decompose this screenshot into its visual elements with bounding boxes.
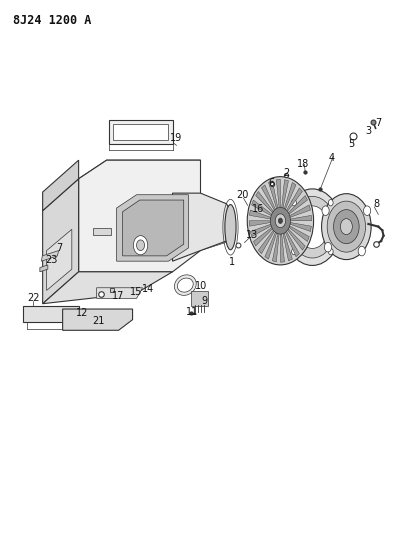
- Polygon shape: [249, 221, 271, 226]
- Polygon shape: [23, 306, 79, 322]
- Polygon shape: [93, 228, 111, 235]
- Text: 8J24 1200 A: 8J24 1200 A: [13, 14, 91, 27]
- Polygon shape: [253, 228, 273, 246]
- Text: 20: 20: [237, 190, 249, 200]
- Circle shape: [327, 201, 366, 252]
- Polygon shape: [172, 193, 232, 261]
- Circle shape: [334, 209, 359, 244]
- Text: 13: 13: [246, 230, 259, 240]
- Polygon shape: [280, 234, 284, 262]
- FancyBboxPatch shape: [191, 292, 208, 306]
- Polygon shape: [289, 226, 309, 241]
- Text: 5: 5: [348, 139, 354, 149]
- Polygon shape: [79, 160, 200, 179]
- Circle shape: [322, 206, 329, 215]
- Polygon shape: [265, 232, 277, 259]
- Polygon shape: [261, 185, 275, 210]
- Text: 14: 14: [142, 284, 154, 294]
- Polygon shape: [43, 179, 79, 304]
- Text: 8: 8: [373, 199, 379, 209]
- Text: 10: 10: [195, 281, 207, 291]
- Circle shape: [292, 248, 296, 255]
- Circle shape: [270, 207, 290, 234]
- Circle shape: [328, 248, 333, 255]
- Text: 4: 4: [328, 152, 334, 163]
- Polygon shape: [282, 180, 288, 208]
- Text: 19: 19: [170, 133, 182, 143]
- Polygon shape: [286, 188, 302, 212]
- Circle shape: [328, 199, 333, 206]
- Polygon shape: [123, 200, 184, 256]
- Circle shape: [137, 240, 144, 251]
- Circle shape: [275, 214, 286, 228]
- Polygon shape: [276, 179, 280, 208]
- Text: 1: 1: [229, 257, 235, 267]
- Text: 12: 12: [76, 308, 88, 318]
- Ellipse shape: [225, 205, 236, 250]
- Text: 21: 21: [92, 316, 104, 326]
- Polygon shape: [290, 222, 311, 231]
- Polygon shape: [290, 215, 312, 221]
- Text: 22: 22: [27, 293, 40, 303]
- Text: 17: 17: [112, 290, 124, 301]
- Circle shape: [340, 219, 352, 235]
- Circle shape: [358, 246, 365, 256]
- Text: 9: 9: [201, 295, 208, 305]
- Circle shape: [364, 206, 371, 215]
- Polygon shape: [109, 120, 172, 144]
- Ellipse shape: [174, 275, 196, 295]
- Polygon shape: [63, 309, 133, 330]
- Polygon shape: [284, 182, 296, 209]
- Circle shape: [289, 196, 336, 258]
- Circle shape: [324, 243, 332, 252]
- Polygon shape: [117, 195, 188, 261]
- Polygon shape: [288, 196, 308, 214]
- Polygon shape: [269, 181, 278, 208]
- Text: 18: 18: [297, 159, 309, 169]
- Polygon shape: [43, 160, 79, 211]
- Text: 2: 2: [283, 168, 290, 179]
- Polygon shape: [249, 210, 271, 219]
- Circle shape: [247, 176, 314, 265]
- Text: 15: 15: [130, 287, 143, 297]
- Polygon shape: [286, 231, 300, 257]
- Circle shape: [322, 193, 371, 260]
- Text: 6: 6: [268, 177, 274, 188]
- Polygon shape: [47, 229, 72, 290]
- Polygon shape: [97, 288, 143, 298]
- Text: 23: 23: [45, 255, 57, 265]
- Circle shape: [284, 189, 341, 265]
- Polygon shape: [283, 233, 292, 261]
- Polygon shape: [258, 230, 274, 254]
- Polygon shape: [272, 233, 279, 262]
- Polygon shape: [113, 124, 168, 140]
- Polygon shape: [251, 200, 272, 216]
- Circle shape: [292, 199, 296, 206]
- Circle shape: [296, 206, 328, 248]
- Text: 7: 7: [375, 118, 381, 128]
- Text: 3: 3: [365, 126, 371, 136]
- Polygon shape: [288, 229, 305, 250]
- Text: 7: 7: [56, 243, 62, 253]
- Polygon shape: [41, 251, 59, 261]
- Text: 16: 16: [252, 204, 265, 214]
- Polygon shape: [256, 191, 273, 213]
- Polygon shape: [43, 272, 172, 304]
- Polygon shape: [290, 205, 310, 217]
- Polygon shape: [250, 224, 271, 237]
- Text: 11: 11: [186, 306, 198, 317]
- Polygon shape: [79, 160, 200, 272]
- Polygon shape: [40, 265, 48, 272]
- Circle shape: [278, 218, 282, 223]
- Circle shape: [134, 236, 148, 255]
- Ellipse shape: [177, 278, 193, 292]
